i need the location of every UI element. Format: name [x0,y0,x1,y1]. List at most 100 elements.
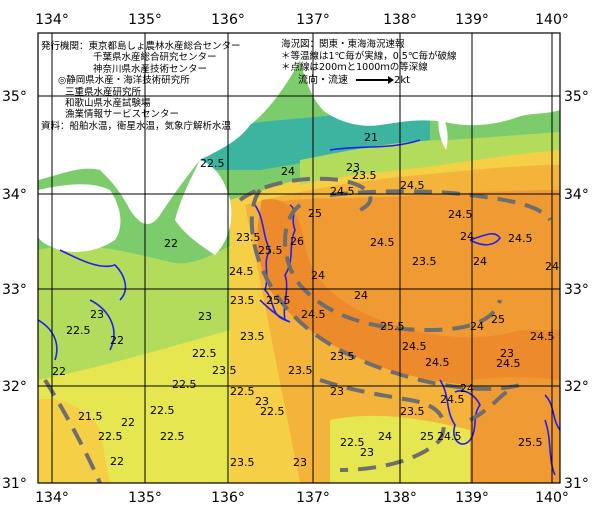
lon-label-top-138: 138° [383,12,417,28]
isotherm-label: 23.5 [400,405,425,418]
isotherm-label: 23 [360,446,374,459]
isotherm-label: 22 [121,416,135,429]
current-axis-outer [249,188,521,391]
isotherm-label: 21.5 [78,410,103,423]
land-kinki-chugoku [38,33,300,225]
isotherm-label: 24 [281,165,295,178]
lat-lon-grid [38,33,560,483]
lat-label-right-35: 35° [564,89,589,105]
isotherm-label: 26 [290,235,304,248]
lon-label-bottom-140: 140° [535,490,569,506]
isobath-200m-kii [259,299,291,323]
isotherm-label: 24 [460,382,474,395]
isotherm-label: 24 [378,430,392,443]
lon-label-top-139: 139° [455,12,489,28]
current-axis-southeast [469,388,512,422]
isotherm-label: 22 [110,334,124,347]
isotherm-label: 22.5 [200,157,225,170]
isotherm-label: 21 [364,131,378,144]
isotherm-label: 23 [198,310,212,323]
isotherm-label: 22.5 [66,324,91,337]
isobath-contours [38,139,560,476]
isotherm-label: 23.5 [240,330,265,343]
isotherm-label: 24.5 [425,356,450,369]
isotherm-label: 25 [491,313,505,326]
isotherm-label: 24.5 [530,330,555,343]
isotherm-label: 25.5 [518,436,543,449]
land-tokai-kanto [300,33,560,126]
isotherm-label: 24.5 [508,232,533,245]
isotherm-label: 24 [354,289,368,302]
lat-label-right-31: 31° [564,476,589,492]
isotherm-label: 23.5 [330,350,355,363]
isotherm-label: 22 [164,237,178,250]
sst-band-22-5-north [300,132,560,185]
land-izu-peninsula [438,112,448,150]
isobath-1000m-izu-ridge [469,233,501,246]
isobath-shikoku-shelf [59,249,127,351]
isotherm-label: 23.5 [412,255,437,268]
lat-label-right-34: 34° [564,187,589,203]
isotherm-label: 24.5 [496,357,521,370]
lon-label-top-135: 135° [128,12,162,28]
isotherm-label: 25 [420,430,434,443]
isotherm-label: 22.5 [172,378,197,391]
isotherm-label: 24 [470,320,484,333]
lon-label-top-136: 136° [211,12,245,28]
lon-label-top-137: 137° [296,12,330,28]
lon-label-bottom-134: 134° [35,490,69,506]
isobath-kyushu-shelf [38,319,58,361]
isotherm-label: 24.5 [370,236,395,249]
legend-isobath-note: ＊点線は200ｍと1000ｍの等深線 [281,62,428,73]
land-kii-peninsula [175,160,232,255]
isotherm-label: 22 [110,455,124,468]
isobath-southeast [544,394,560,476]
legend-block: 海況図：関東・東海海況速報 ＊等温線は1℃毎が実線，0.5℃毎が破線 ＊点線は2… [281,39,457,74]
isotherm-label: 24.5 [229,265,254,278]
kuroshio-current-axis [43,176,552,483]
lon-label-bottom-137: 137° [296,490,330,506]
publisher-agency: 東京都島しょ農林水産総合センター [88,41,241,52]
flow-legend-unit: 2kt [394,75,411,86]
map-frame [37,32,561,484]
lon-label-bottom-135: 135° [128,490,162,506]
isotherm-label: 22.5 [150,404,175,417]
isotherm-label: 23 [293,456,307,469]
sst-band-24-5-southeast [470,377,560,483]
publisher-agency: 三重県水産研究所 [65,86,142,98]
isobath-north-shelf [329,139,421,151]
lat-label-right-32: 32° [564,379,589,395]
flow-arrow-icon [356,76,394,84]
lat-label-left-34: 34° [2,187,27,203]
lon-label-bottom-138: 138° [383,490,417,506]
lon-label-top-134: 134° [35,12,69,28]
land-shikoku [38,184,121,252]
isotherm-label: 22.5 [98,430,123,443]
isotherm-label: 25.5 [266,294,291,307]
lon-label-bottom-139: 139° [455,490,489,506]
data-sources: 資料：船舶水温，衛星水温，気象庁解析水温 [41,120,232,132]
isotherm-labels: 21 23 23.5 24 24.5 22.5 22 23.5 24.5 24 … [52,131,559,469]
land-awaji [126,168,135,190]
lat-label-left-33: 33° [2,282,27,298]
isotherm-label: 23 [500,347,514,360]
isotherm-label: 24.5 [402,340,427,353]
isotherm-label: 23.5 [212,364,237,377]
isotherm-label: 23.5 [230,294,255,307]
isotherm-label: 22.5 [230,385,255,398]
isotherm-label: 24 [311,269,325,282]
isotherm-label: 25.5 [258,244,283,257]
isotherm-label: 23 [255,395,269,408]
publisher-agency: 漁業情報サービスセンター [65,109,180,121]
isotherm-label: 24.5 [301,308,326,321]
isotherm-label: 24.5 [448,208,473,221]
lat-label-right-33: 33° [564,282,589,298]
lat-label-left-31: 31° [2,476,27,492]
isotherm-label: 23 [330,385,344,398]
land-areas [38,33,560,255]
coordinate-labels: 134° 135° 136° 137° 138° 139° 140° 134° … [2,12,589,506]
isotherm-label: 22.5 [192,347,217,360]
flow-legend-label: 流向・流速 [298,75,348,86]
lon-label-bottom-136: 136° [211,490,245,506]
